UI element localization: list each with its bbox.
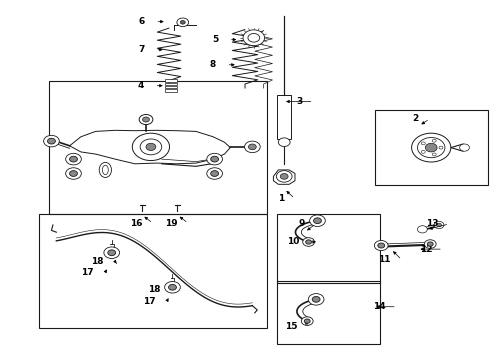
Circle shape [304, 319, 310, 323]
Bar [277, 281, 380, 344]
Circle shape [424, 240, 436, 248]
Text: 12: 12 [419, 245, 432, 253]
Circle shape [44, 135, 59, 147]
Text: 7: 7 [138, 45, 145, 54]
Circle shape [439, 146, 443, 149]
Text: 13: 13 [426, 219, 439, 228]
Circle shape [276, 171, 292, 182]
Ellipse shape [99, 162, 111, 177]
Bar [277, 95, 291, 139]
Text: 5: 5 [212, 35, 218, 44]
Circle shape [165, 282, 180, 293]
Bar [39, 214, 267, 328]
Text: 9: 9 [298, 219, 305, 228]
Circle shape [169, 284, 176, 290]
Text: 18: 18 [91, 256, 104, 265]
Text: 19: 19 [165, 219, 177, 228]
Circle shape [108, 250, 116, 256]
Circle shape [245, 141, 260, 153]
Text: 16: 16 [129, 219, 142, 228]
Text: 17: 17 [143, 297, 156, 306]
Text: 14: 14 [373, 302, 386, 311]
Circle shape [417, 226, 427, 233]
Circle shape [66, 168, 81, 179]
Circle shape [310, 215, 325, 226]
Text: 3: 3 [296, 97, 303, 106]
Text: 4: 4 [137, 81, 144, 90]
Circle shape [303, 238, 315, 246]
Circle shape [132, 133, 170, 161]
Circle shape [70, 171, 77, 176]
Bar [277, 214, 380, 283]
Text: 11: 11 [378, 256, 391, 264]
Ellipse shape [102, 165, 108, 175]
Circle shape [374, 240, 388, 251]
Circle shape [70, 156, 77, 162]
Bar [49, 81, 267, 214]
Circle shape [434, 221, 444, 229]
Circle shape [211, 171, 219, 176]
Circle shape [421, 150, 425, 153]
Text: 2: 2 [413, 114, 419, 123]
Circle shape [460, 144, 469, 151]
Circle shape [248, 144, 256, 150]
Bar [165, 79, 177, 82]
Circle shape [432, 139, 436, 142]
Circle shape [243, 30, 265, 46]
Circle shape [248, 33, 260, 42]
Circle shape [301, 317, 313, 325]
Text: 10: 10 [288, 238, 300, 246]
Text: 15: 15 [285, 323, 298, 331]
Bar [165, 89, 177, 92]
Text: 1: 1 [278, 194, 284, 203]
Circle shape [207, 168, 222, 179]
Bar [375, 110, 488, 185]
Circle shape [278, 138, 290, 147]
Circle shape [143, 117, 149, 122]
Circle shape [437, 223, 441, 227]
Circle shape [146, 143, 156, 150]
Circle shape [207, 153, 222, 165]
Circle shape [432, 153, 436, 156]
Circle shape [314, 218, 321, 224]
Circle shape [427, 242, 433, 246]
Text: 17: 17 [81, 269, 94, 277]
Circle shape [280, 174, 288, 179]
Circle shape [180, 21, 185, 24]
Circle shape [211, 156, 219, 162]
Circle shape [412, 133, 451, 162]
Polygon shape [273, 170, 295, 184]
Circle shape [139, 114, 153, 125]
Text: 18: 18 [148, 285, 161, 294]
Circle shape [177, 18, 189, 27]
Circle shape [378, 243, 385, 248]
Text: 6: 6 [138, 17, 145, 26]
Text: 8: 8 [209, 60, 216, 69]
Circle shape [308, 294, 324, 305]
Circle shape [421, 142, 425, 145]
Circle shape [140, 139, 162, 155]
Circle shape [312, 297, 320, 302]
Bar [165, 86, 177, 88]
Circle shape [66, 153, 81, 165]
Circle shape [425, 143, 437, 152]
Circle shape [306, 240, 312, 244]
Bar [165, 82, 177, 85]
Circle shape [104, 247, 120, 258]
Polygon shape [70, 130, 230, 164]
Circle shape [48, 138, 55, 144]
Circle shape [417, 138, 445, 158]
